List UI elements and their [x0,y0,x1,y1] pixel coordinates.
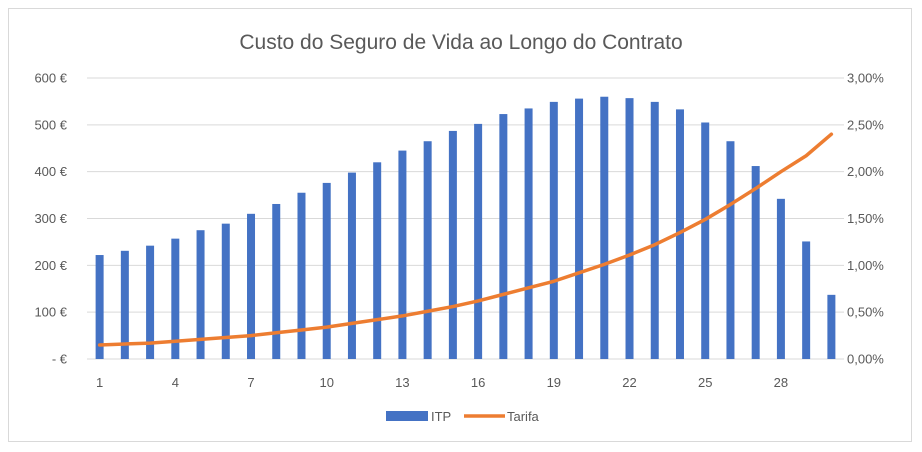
legend: ITP Tarifa [386,409,540,424]
legend-itp-swatch [386,411,428,421]
itp-bar [549,101,558,359]
right-tick-label: 3,00% [847,71,884,86]
left-tick-label: 300 € [34,211,67,226]
itp-bar [499,114,508,359]
right-tick-label: 2,00% [847,164,884,179]
itp-bar [448,130,457,359]
right-axis-labels: 0,00% 0,50% 1,00% 1,50% 2,00% 2,50% 3,00% [847,71,884,367]
right-tick-label: 1,00% [847,258,884,273]
legend-itp-label: ITP [431,409,451,424]
x-tick-label: 13 [395,375,409,390]
left-tick-label: 600 € [34,71,67,86]
itp-bar [120,250,129,359]
itp-bar [146,245,155,359]
itp-bar [247,213,256,359]
itp-bar [600,96,609,359]
itp-bar [751,166,760,359]
itp-bar [650,101,659,359]
left-tick-label: 500 € [34,117,67,132]
right-tick-label: 2,50% [847,117,884,132]
left-tick-label: - € [52,352,68,367]
tarifa-line [97,132,834,347]
x-tick-label: 7 [247,375,254,390]
itp-bar [575,98,584,360]
itp-bar [347,172,356,359]
chart-title: Custo do Seguro de Vida ao Longo do Cont… [239,31,682,54]
x-tick-label: 1 [96,375,103,390]
itp-bars [95,96,836,360]
chart-frame: Custo do Seguro de Vida ao Longo do Cont… [8,8,912,442]
itp-bar [398,150,407,359]
x-tick-label: 10 [319,375,333,390]
itp-bar [524,108,533,359]
left-tick-label: 400 € [34,164,67,179]
chart-svg: Custo do Seguro de Vida ao Longo do Cont… [34,31,884,424]
itp-bar [423,141,432,359]
itp-bar [726,141,735,359]
x-tick-label: 28 [774,375,788,390]
x-tick-label: 4 [172,375,179,390]
x-tick-label: 25 [698,375,712,390]
gridlines [87,77,844,360]
itp-bar [776,198,785,359]
right-tick-label: 0,00% [847,352,884,367]
itp-bar [272,203,281,359]
itp-bar [171,238,180,359]
tarifa-line-group [97,132,834,347]
itp-bar [701,122,710,359]
x-tick-label: 19 [547,375,561,390]
itp-bar [221,223,230,359]
itp-bar [802,241,811,359]
itp-bar [322,182,331,359]
x-tick-label: 16 [471,375,485,390]
itp-bar [95,255,104,359]
itp-bar [196,230,205,359]
right-tick-label: 1,50% [847,211,884,226]
itp-bar [827,294,836,359]
itp-bar [373,162,382,359]
x-tick-label: 22 [622,375,636,390]
itp-bar [625,98,634,359]
x-axis-labels: 1 4 7 10 13 16 19 22 25 28 [96,375,788,390]
left-axis-labels: - € 100 € 200 € 300 € 400 € 500 € 600 € [34,71,67,367]
left-tick-label: 200 € [34,258,67,273]
left-tick-label: 100 € [34,305,67,320]
itp-bar [474,123,483,359]
itp-bar [297,192,306,359]
legend-tarifa-label: Tarifa [507,409,540,424]
right-tick-label: 0,50% [847,305,884,320]
